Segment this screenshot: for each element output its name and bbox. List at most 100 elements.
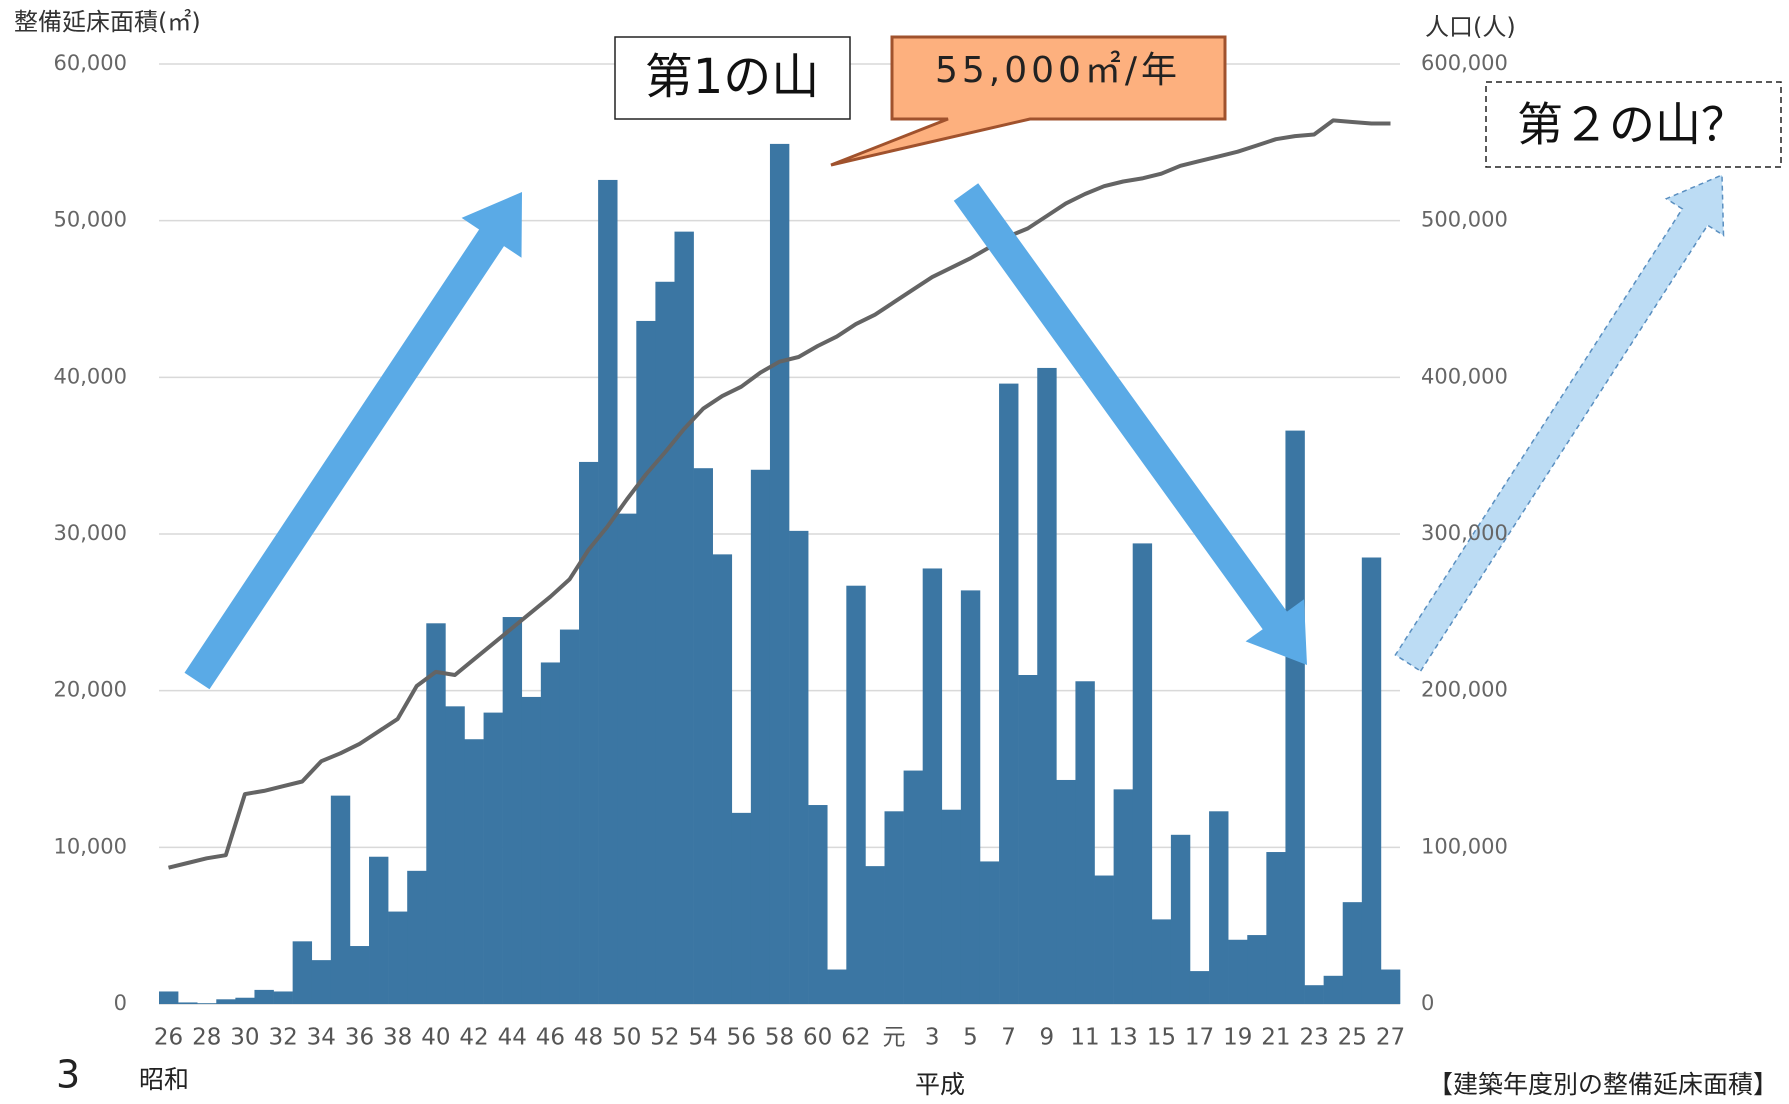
x-tick-label: 56 (727, 1025, 756, 1051)
x-tick-label: 23 (1299, 1025, 1328, 1051)
bar (521, 696, 542, 1004)
arrow (184, 192, 522, 690)
x-tick-label: 32 (268, 1025, 297, 1051)
bar (693, 468, 713, 1004)
arrow (953, 183, 1307, 665)
y-tick-label: 30,000 (54, 521, 127, 545)
bar (1285, 430, 1305, 1005)
bar (330, 795, 351, 1004)
bar (1323, 975, 1344, 1004)
bar (1151, 919, 1172, 1004)
callout-box (1485, 81, 1782, 168)
x-tick-label: 48 (574, 1025, 603, 1051)
page-number: 3 (56, 1053, 80, 1097)
bar (979, 861, 1000, 1004)
bar (636, 320, 656, 1004)
bar (178, 1002, 198, 1004)
y2-tick-label: 100,000 (1421, 834, 1508, 858)
callout-bubble (830, 35, 1227, 167)
bar (426, 623, 446, 1004)
y2-axis-title: 人口(人) (1425, 13, 1516, 41)
x-tick-label: 30 (230, 1025, 259, 1051)
bar (1209, 811, 1229, 1004)
y-tick-label: 50,000 (54, 208, 127, 232)
bar (388, 911, 408, 1004)
bar (999, 383, 1019, 1005)
bar (216, 999, 236, 1004)
bar (1266, 852, 1286, 1004)
x-tick-label: 元 (883, 1025, 906, 1051)
bar (1075, 681, 1095, 1004)
bar (349, 946, 370, 1004)
y2-tick-label: 200,000 (1421, 678, 1508, 702)
bar (884, 811, 904, 1004)
x-tick-label: 7 (1001, 1025, 1016, 1051)
x-tick-label: 62 (841, 1025, 870, 1051)
x-tick-label: 15 (1147, 1025, 1176, 1051)
bar (483, 712, 503, 1004)
x-tick-label: 44 (498, 1025, 527, 1051)
bar (750, 469, 771, 1004)
bar (311, 960, 332, 1004)
bar (254, 989, 274, 1004)
annotation: 55,000㎡/年 (935, 49, 1181, 91)
bar (846, 585, 866, 1004)
x-tick-label: 42 (459, 1025, 488, 1051)
y-tick-label: 20,000 (54, 678, 127, 702)
bar (769, 143, 790, 1004)
bar (808, 805, 828, 1004)
y-axis-title: 整備延床面積(㎡) (14, 8, 201, 36)
bar (445, 706, 465, 1004)
y-tick-label: 60,000 (54, 51, 127, 75)
bar (789, 530, 809, 1004)
y-tick-label: 10,000 (54, 834, 127, 858)
bar (1018, 675, 1038, 1004)
x-tick-label: 38 (383, 1025, 412, 1051)
bar (502, 617, 523, 1004)
bar (1342, 902, 1363, 1004)
x-tick-label: 58 (765, 1025, 794, 1051)
x-tick-label: 5 (963, 1025, 978, 1051)
bar (655, 281, 675, 1004)
era-label: 昭和 (139, 1065, 189, 1094)
x-tick-label: 17 (1185, 1025, 1214, 1051)
population-line (168, 118, 1391, 870)
y2-tick-label: 300,000 (1421, 521, 1508, 545)
bar (273, 991, 293, 1004)
bar (1189, 971, 1210, 1004)
bar (235, 997, 255, 1004)
bar (464, 739, 484, 1004)
y2-tick-label: 400,000 (1421, 364, 1508, 388)
x-tick-label: 13 (1109, 1025, 1138, 1051)
bar (674, 231, 694, 1005)
bar (598, 179, 618, 1004)
x-tick-label: 21 (1261, 1025, 1290, 1051)
bar (1094, 875, 1114, 1004)
x-tick-label: 19 (1223, 1025, 1252, 1051)
bar (1037, 367, 1057, 1004)
x-tick-label: 28 (192, 1025, 221, 1051)
bar (865, 866, 885, 1004)
bar (1228, 939, 1248, 1004)
bar (617, 513, 637, 1004)
x-tick-label: 50 (612, 1025, 641, 1051)
bar (369, 856, 389, 1004)
bar (960, 590, 981, 1004)
x-tick-label: 3 (925, 1025, 940, 1051)
callout-box (614, 36, 851, 120)
bar (1361, 557, 1382, 1004)
x-tick-label: 26 (154, 1025, 183, 1051)
bar (1170, 834, 1191, 1004)
y2-tick-label: 0 (1421, 991, 1434, 1015)
x-tick-label: 25 (1338, 1025, 1367, 1051)
bar (1380, 969, 1401, 1004)
x-tick-label: 36 (345, 1025, 374, 1051)
y2-tick-label: 600,000 (1421, 51, 1508, 75)
bar (559, 629, 580, 1004)
bar (922, 568, 943, 1004)
bar (407, 870, 427, 1004)
x-tick-label: 11 (1070, 1025, 1099, 1051)
bar (1304, 985, 1324, 1004)
bar (540, 662, 561, 1004)
bar (903, 770, 923, 1004)
